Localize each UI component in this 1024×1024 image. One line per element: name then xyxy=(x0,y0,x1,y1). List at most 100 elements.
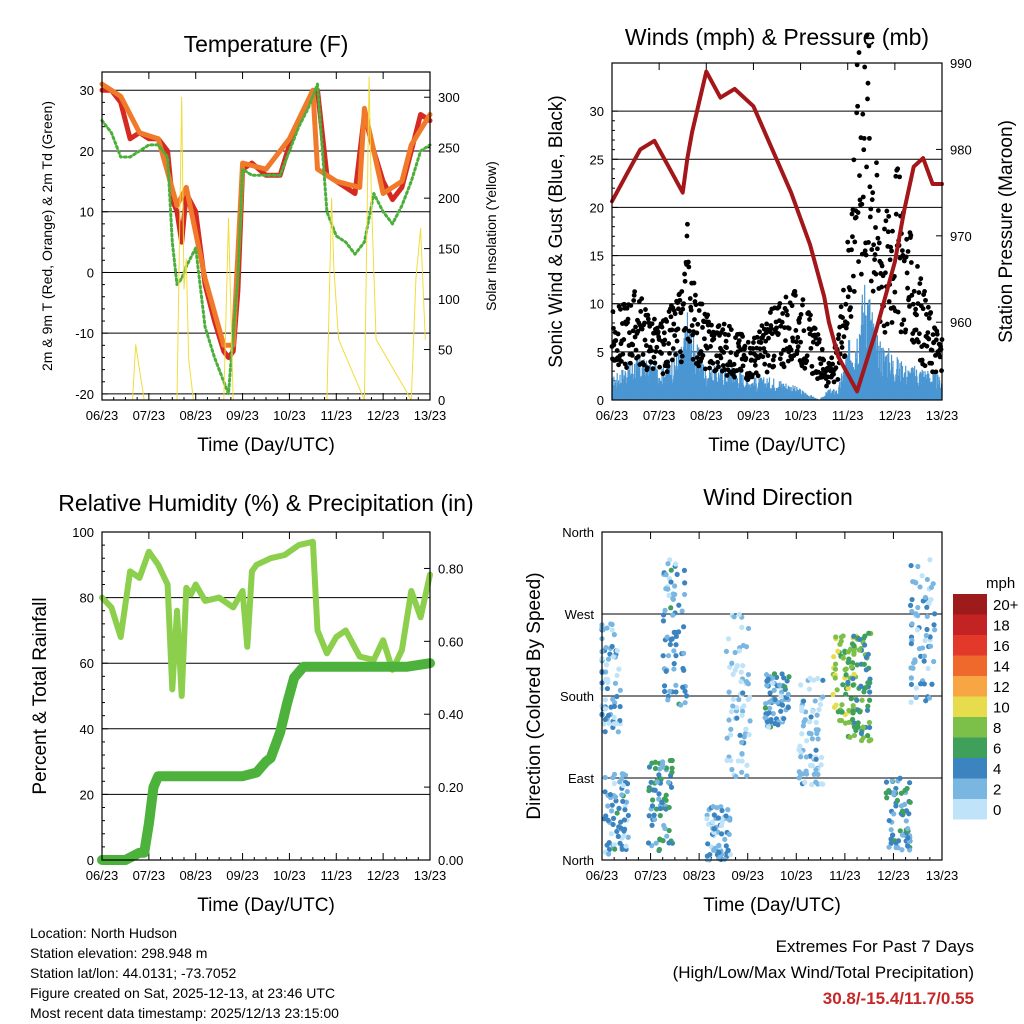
gust-point xyxy=(910,301,916,307)
gust-point xyxy=(687,296,693,301)
gust-point xyxy=(645,316,651,322)
gust-point xyxy=(860,111,866,117)
gust-point xyxy=(665,359,671,365)
gust-point xyxy=(933,369,939,375)
wind-direction-point xyxy=(815,675,821,682)
gust-point xyxy=(844,320,850,326)
wind-direction-point xyxy=(893,840,899,846)
gust-point xyxy=(774,325,779,331)
legend-swatch xyxy=(953,778,987,799)
wind-direction-point xyxy=(618,825,624,831)
y-axis-label: 2m & 9m T (Red, Orange) & 2m Td (Green) xyxy=(39,101,55,371)
gust-point xyxy=(798,339,803,345)
wind-direction-point xyxy=(913,685,919,691)
gust-point xyxy=(685,259,691,265)
legend-swatch xyxy=(953,594,987,615)
gust-point xyxy=(852,239,858,245)
wind-direction-point xyxy=(864,707,871,713)
gust-point xyxy=(783,294,789,300)
wind-direction-point xyxy=(798,682,804,688)
wind-direction-point xyxy=(857,709,863,715)
wind-direction-point xyxy=(602,774,608,781)
gust-point xyxy=(738,368,744,373)
wind-direction-point xyxy=(621,828,627,834)
chart-title: Temperature (F) xyxy=(184,31,349,57)
wind-direction-point xyxy=(922,594,929,601)
gust-point xyxy=(694,355,700,360)
wind-direction-point xyxy=(771,687,777,693)
wind-direction-point xyxy=(919,645,926,651)
wind-direction-point xyxy=(905,843,911,849)
wind-direction-point xyxy=(745,696,751,703)
wind-direction-point xyxy=(620,782,626,789)
wind-direction-point xyxy=(891,791,897,797)
wind-direction-point xyxy=(611,714,617,721)
wind-direction-point xyxy=(767,690,773,696)
gust-point xyxy=(786,326,792,331)
y-axis-label: Sonic Wind & Gust (Blue, Black) xyxy=(546,95,567,367)
gust-point xyxy=(720,327,726,333)
wind-direction-point xyxy=(723,813,729,819)
wind-direction-point xyxy=(605,803,611,809)
wind-direction-point xyxy=(811,677,817,683)
wind-direction-point xyxy=(831,654,837,660)
gust-point xyxy=(638,309,644,314)
gust-point xyxy=(664,319,670,324)
wind-direction-point xyxy=(861,689,867,695)
gust-point xyxy=(669,327,675,333)
gust-point xyxy=(682,271,687,277)
gust-point xyxy=(904,270,910,276)
wind-direction-point xyxy=(660,618,667,624)
gust-point xyxy=(789,356,795,362)
wind-direction-point xyxy=(866,697,873,703)
gust-point xyxy=(674,338,680,344)
y-tick-label: 30 xyxy=(590,104,604,119)
gust-point xyxy=(897,174,902,180)
wind-direction-point xyxy=(680,684,686,690)
wind-direction-point xyxy=(778,693,784,699)
wind-direction-point xyxy=(843,691,849,697)
gust-point xyxy=(660,371,666,377)
gust-point xyxy=(916,290,922,295)
x-tick-label: 12/23 xyxy=(367,868,400,883)
wind-direction-point xyxy=(862,642,868,648)
y-right-tick-label: 0.40 xyxy=(438,707,463,722)
gust-point xyxy=(692,317,697,322)
gust-point xyxy=(886,213,892,219)
gust-point xyxy=(893,173,899,179)
wind-direction-point xyxy=(736,696,742,703)
wind-direction-point xyxy=(729,660,735,666)
gust-point xyxy=(723,338,729,344)
wind-direction-point xyxy=(922,637,928,644)
wind-direction-point xyxy=(931,627,938,633)
wind-direction-point xyxy=(815,771,821,778)
gust-point xyxy=(669,357,675,363)
gust-point xyxy=(899,322,905,327)
wind-direction-point xyxy=(859,697,865,703)
gust-point xyxy=(636,354,641,359)
y-tick-label: 20 xyxy=(590,200,604,215)
gust-point xyxy=(651,354,657,360)
wind-direction-point xyxy=(908,699,914,705)
wind-direction-point xyxy=(862,633,868,639)
gust-point xyxy=(724,373,730,378)
y-right-tick-label: 960 xyxy=(950,315,972,330)
wind-direction-point xyxy=(775,722,781,728)
gust-point xyxy=(875,208,881,213)
wind-direction-point xyxy=(608,831,614,837)
wind-direction-point xyxy=(619,846,625,852)
wind-direction-point xyxy=(739,751,745,757)
gust-point xyxy=(632,289,638,295)
gust-point xyxy=(630,342,636,348)
y-tick-label: 20 xyxy=(80,787,94,802)
gust-point xyxy=(618,306,623,312)
gust-point xyxy=(711,336,717,342)
wind-direction-point xyxy=(669,769,675,775)
gust-point xyxy=(798,311,804,317)
gust-point xyxy=(768,326,774,332)
wind-direction-point xyxy=(845,659,851,665)
wind-direction-point xyxy=(917,681,924,687)
gust-point xyxy=(872,252,878,257)
wind-direction-point xyxy=(662,825,668,832)
gust-point xyxy=(792,289,798,294)
